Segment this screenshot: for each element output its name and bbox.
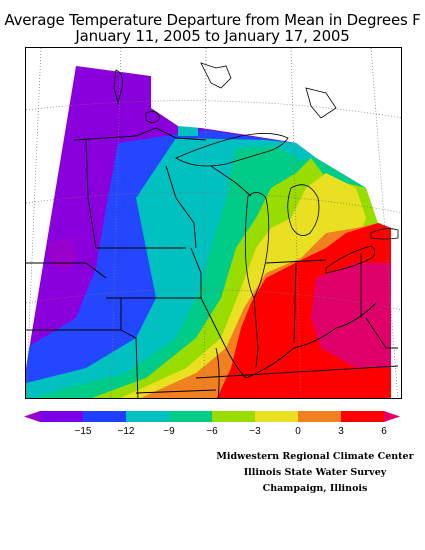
mask-top: [74, 48, 401, 226]
iowa-illinois: [190, 247, 202, 298]
missouri-arkansas: [135, 389, 217, 394]
mask-top-left: [26, 48, 74, 368]
indiana-ohio: [293, 262, 297, 344]
temperature-departure-map: [25, 47, 402, 399]
legend-arrow-right: [384, 411, 400, 422]
lake-ontario: [370, 228, 399, 240]
legend-tick-label: 6: [381, 426, 387, 437]
legend-tick-labels: −15−12−9−6−30369: [75, 426, 388, 437]
map-title-line-1: Average Temperature Departure from Mean …: [4, 11, 421, 29]
legend-tick-label: 0: [295, 426, 301, 437]
legend-swatch: [126, 411, 170, 422]
legend-swatch: [83, 411, 127, 422]
lake-michigan: [244, 192, 270, 299]
great-lakes: [113, 62, 399, 299]
graticule: [26, 48, 401, 398]
band-magenta: [311, 263, 391, 368]
wisconsin-border: [165, 165, 197, 249]
legend-swatch: [255, 411, 299, 422]
lake-huron: [287, 184, 320, 236]
lake-of-the-woods: [145, 110, 161, 123]
band-purple-spot: [48, 238, 78, 270]
lake-erie: [325, 245, 376, 274]
minnesota-west: [85, 139, 97, 249]
mississippi-river: [215, 347, 220, 398]
no-data-mask: [26, 48, 401, 398]
credit-line-1: Midwestern Regional Climate Center: [216, 451, 414, 462]
map-canvas: [26, 48, 401, 398]
illinois-indiana: [253, 297, 259, 369]
legend-tick-label: 3: [338, 426, 344, 437]
illinois-river: [200, 297, 247, 379]
us-canada-border: [73, 127, 207, 141]
map-title-line-2: January 11, 2005 to January 17, 2005: [75, 27, 350, 45]
wisconsin-michigan: [210, 165, 252, 197]
legend-tick-label: −9: [163, 426, 175, 437]
band-cyan-spot: [178, 126, 198, 136]
canada-lakes-east: [305, 87, 337, 119]
color-legend: −15−12−9−6−30369: [24, 411, 400, 437]
lake-superior: [175, 133, 289, 167]
canada-lakes-north: [200, 62, 232, 89]
ohio-river: [245, 302, 377, 379]
legend-tick-label: −3: [249, 426, 261, 437]
mask-right-sliver: [396, 226, 401, 398]
legend-color-bar: [24, 411, 400, 422]
legend-swatch: [298, 411, 342, 422]
legend-tick-label: −6: [206, 426, 218, 437]
legend-tick-label: −15: [75, 426, 92, 437]
legend-swatch: [40, 411, 84, 422]
credit-line-2: Illinois State Water Survey: [243, 467, 387, 478]
credit-line-3: Champaign, Illinois: [262, 483, 368, 494]
legend-tick-label: −12: [118, 426, 135, 437]
missouri-west: [120, 298, 139, 398]
kentucky-tennessee: [195, 365, 399, 379]
legend-arrow-left: [24, 411, 40, 422]
contour-bands: [26, 66, 391, 398]
legend-swatch: [341, 411, 385, 422]
legend-swatch: [212, 411, 256, 422]
state-borders: [26, 127, 399, 398]
lake-winnipeg-outline: [113, 69, 123, 105]
michigan-ohio: [265, 259, 327, 264]
south-dakota-nebraska: [26, 262, 107, 279]
legend-swatch: [169, 411, 213, 422]
virginia-west-virginia: [365, 317, 398, 349]
